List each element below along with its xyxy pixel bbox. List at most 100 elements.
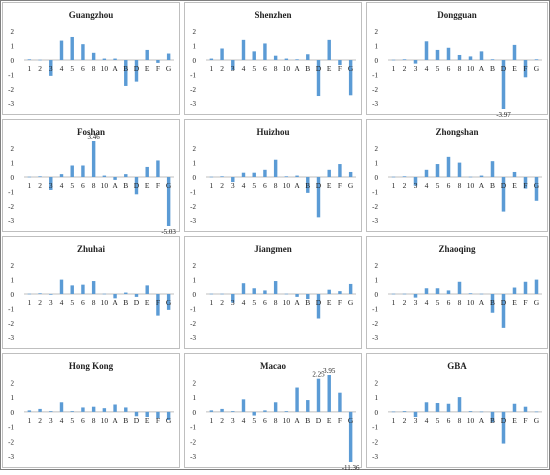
bar-G [534,279,539,295]
bar-4 [241,172,246,178]
x-tick-label: 4 [60,181,64,190]
x-tick-label: B [123,181,128,190]
y-tick-label: 0 [375,174,379,182]
x-tick-label: 3 [231,181,235,190]
x-tick-label: 5 [70,181,74,190]
x-tick-label: B [305,416,310,425]
x-tick-label: A [479,64,485,73]
x-tick-label: 10 [283,64,291,73]
x-tick-label: 5 [252,298,256,307]
y-tick-label: 0 [375,409,379,417]
x-tick-label: 1 [209,298,213,307]
bar-A [295,59,299,61]
x-tick-label: 6 [447,416,451,425]
bar-6 [81,44,85,61]
x-tick-label: D [316,64,322,73]
x-tick-label: 1 [209,64,213,73]
y-tick-label: 0 [193,174,197,182]
bar-6 [446,290,451,295]
panel-border [2,119,180,232]
bar-1 [27,293,32,295]
y-tick-label: -3 [372,453,378,461]
x-tick-label: F [156,64,160,73]
bar-F [523,406,528,412]
x-tick-label: F [338,298,342,307]
bar-B [306,400,310,412]
bar-5 [252,172,256,178]
x-tick-label: 6 [263,181,267,190]
bar-10 [102,408,107,412]
bar-8 [91,52,96,61]
x-tick-label: 2 [38,298,42,307]
x-tick-label: 5 [252,64,256,73]
bar-1 [27,410,32,412]
x-tick-label: 5 [252,181,256,190]
y-tick-label: 1 [193,43,197,51]
x-tick-label: 4 [242,181,246,190]
x-tick-label: E [327,181,332,190]
y-tick-label: -3 [190,453,196,461]
x-tick-label: D [134,416,140,425]
y-tick-label: -3 [190,334,196,342]
bar-E [145,166,149,178]
panel-border [366,119,548,232]
bar-G [534,177,539,201]
x-tick-label: 1 [209,416,213,425]
x-tick-label: 4 [425,64,429,73]
bar-4 [424,41,429,61]
bar-E [145,285,149,295]
bar-3 [231,411,235,412]
bar-3 [49,177,53,190]
x-tick-label: F [338,416,342,425]
bar-F [338,164,342,178]
x-tick-label: G [166,416,172,425]
y-tick-label: 0 [11,291,15,299]
x-tick-label: 3 [414,416,418,425]
bar-A [479,175,484,178]
bar-8 [273,402,278,412]
bar-F [523,281,528,295]
x-tick-label: G [348,298,354,307]
chart-title: GBA [447,361,467,371]
x-tick-label: 10 [467,416,475,425]
x-tick-label: D [501,64,507,73]
x-tick-label: 8 [458,416,462,425]
x-tick-label: B [490,64,495,73]
y-tick-label: 2 [11,28,15,36]
y-tick-label: 2 [193,145,197,153]
x-tick-label: F [338,181,342,190]
y-tick-label: 1 [11,394,15,402]
x-tick-label: 4 [60,298,64,307]
x-tick-label: 1 [209,181,213,190]
data-label: -3.97 [496,111,511,119]
bar-5 [70,36,74,61]
bar-E [512,403,517,412]
x-tick-label: 1 [27,64,31,73]
bar-E [327,375,331,412]
bar-8 [457,397,462,412]
chart-title: Huizhou [256,127,289,137]
y-tick-label: 2 [11,145,15,153]
bar-D [134,177,139,195]
x-tick-label: E [145,64,150,73]
x-tick-label: 2 [220,64,224,73]
bar-A [113,404,117,412]
bar-B [306,177,310,193]
x-tick-label: 6 [447,181,451,190]
y-tick-label: 2 [193,262,197,270]
x-tick-label: B [490,298,495,307]
x-tick-label: 10 [283,298,291,307]
y-tick-label: 2 [193,28,197,36]
bar-5 [435,49,440,61]
y-tick-label: 2 [11,379,15,387]
chart-title: Macao [260,361,286,371]
bar-3 [231,60,235,71]
bar-2 [220,293,224,295]
bar-D [316,378,321,412]
y-tick-label: 1 [193,394,197,402]
bar-D [501,294,506,328]
x-tick-label: 10 [101,298,109,307]
